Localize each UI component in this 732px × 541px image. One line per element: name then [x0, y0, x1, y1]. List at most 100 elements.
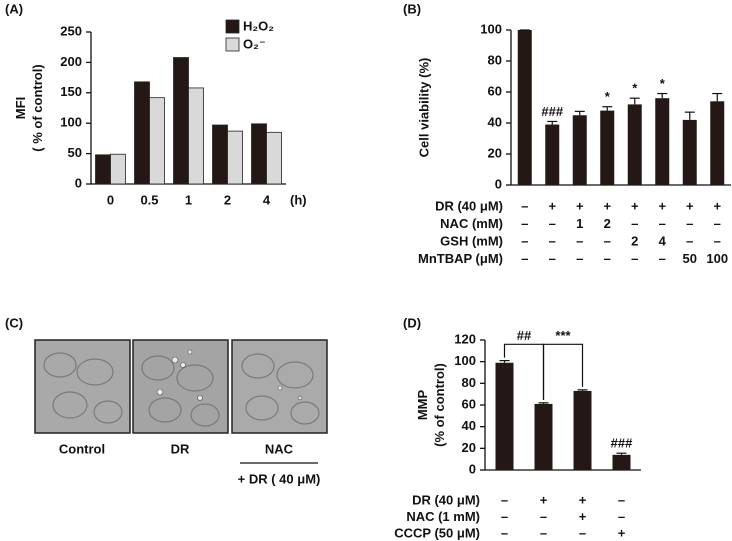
- y-tick-label: 200: [60, 54, 82, 69]
- condition-label: CCCP (50 μM): [394, 525, 480, 540]
- y-tick-label: 20: [462, 440, 476, 455]
- condition-value: –: [549, 216, 556, 231]
- condition-value: –: [521, 216, 528, 231]
- condition-value: –: [576, 251, 583, 266]
- condition-label: DR (40 μM): [435, 198, 503, 213]
- panel-label: (C): [5, 315, 23, 330]
- bar: [95, 154, 111, 185]
- condition-value: –: [501, 492, 508, 507]
- bar: [682, 119, 697, 185]
- condition-value: –: [659, 216, 666, 231]
- condition-value: –: [714, 216, 721, 231]
- condition-value: –: [631, 251, 638, 266]
- y-axis-label: Cell viability (%): [416, 58, 431, 158]
- condition-value: +: [579, 492, 587, 507]
- condition-value: 100: [706, 251, 728, 266]
- condition-value: +: [576, 198, 584, 213]
- y-tick-label: 250: [60, 23, 82, 38]
- condition-value: 2: [631, 233, 638, 248]
- legend-swatch: [225, 37, 240, 52]
- condition-value: +: [713, 198, 721, 213]
- bar: [534, 403, 553, 470]
- bar: [517, 30, 532, 185]
- condition-value: –: [521, 233, 528, 248]
- y-tick-label: 100: [60, 115, 82, 130]
- y-tick-label: 120: [454, 331, 476, 346]
- condition-value: +: [618, 525, 626, 540]
- condition-value: +: [579, 509, 587, 524]
- x-tick-label: 2: [224, 192, 231, 207]
- bar: [134, 81, 150, 185]
- y-tick-label: 0: [469, 461, 476, 476]
- y-axis-label: MMP: [415, 390, 430, 421]
- comparison-label: ##: [517, 328, 532, 343]
- bar: [600, 110, 615, 185]
- condition-value: –: [501, 509, 508, 524]
- panel-label: (D): [403, 315, 421, 330]
- cell-outlines: [43, 352, 320, 427]
- legend-swatch: [225, 19, 240, 34]
- significance-mark: ###: [611, 436, 633, 451]
- bar: [612, 454, 631, 470]
- condition-value: –: [618, 492, 625, 507]
- significance-mark: *: [660, 76, 666, 91]
- y-tick-label: 80: [488, 52, 502, 67]
- condition-value: +: [686, 198, 694, 213]
- x-tick-label: 0.5: [140, 192, 158, 207]
- image-caption: + DR ( 40 μM): [238, 471, 321, 486]
- condition-value: –: [631, 216, 638, 231]
- image-caption: Control: [59, 441, 105, 456]
- condition-value: –: [604, 233, 611, 248]
- bar: [188, 87, 204, 185]
- x-tick-label: 1: [185, 192, 192, 207]
- condition-value: –: [686, 216, 693, 231]
- significance-mark: ###: [541, 104, 563, 119]
- x-tick-label: 4: [263, 192, 271, 207]
- y-tick-label: 50: [68, 145, 82, 160]
- condition-label: NAC (1 mM): [406, 509, 480, 524]
- bar: [266, 131, 282, 185]
- condition-value: +: [548, 198, 556, 213]
- bar: [627, 104, 642, 185]
- vacuoles: [156, 349, 303, 401]
- y-tick-label: 100: [480, 21, 502, 36]
- micrographs: [34, 339, 328, 434]
- bar: [573, 390, 592, 470]
- condition-value: +: [631, 198, 639, 213]
- condition-value: 2: [604, 216, 611, 231]
- legend-label: O₂⁻: [243, 36, 266, 51]
- condition-label: MnTBAP (μM): [418, 251, 503, 266]
- condition-value: –: [549, 251, 556, 266]
- panel-label: (A): [5, 1, 23, 16]
- y-axis-label: ( % of control): [30, 64, 45, 151]
- y-tick-label: 150: [60, 84, 82, 99]
- condition-label: GSH (mM): [440, 233, 503, 248]
- condition-value: –: [540, 525, 547, 540]
- x-tick-label: 0: [107, 192, 114, 207]
- image-control: [34, 339, 131, 434]
- y-axis-label: (% of control): [432, 363, 447, 447]
- bar: [710, 101, 725, 185]
- y-axis-label: MFI: [13, 97, 28, 119]
- condition-value: –: [618, 509, 625, 524]
- condition-value: –: [521, 198, 528, 213]
- condition-value: 4: [659, 233, 667, 248]
- bar: [212, 124, 228, 185]
- y-tick-label: 40: [462, 418, 476, 433]
- condition-value: –: [604, 251, 611, 266]
- condition-value: 1: [576, 216, 583, 231]
- comparison-label: ***: [555, 328, 571, 343]
- y-tick-label: 60: [488, 83, 502, 98]
- bar: [655, 98, 670, 185]
- y-tick-label: 60: [462, 396, 476, 411]
- image-caption: DR: [171, 441, 190, 456]
- condition-value: –: [540, 509, 547, 524]
- y-tick-label: 80: [462, 375, 476, 390]
- bar: [227, 130, 243, 185]
- bar: [251, 123, 267, 185]
- condition-value: –: [501, 525, 508, 540]
- condition-value: –: [549, 233, 556, 248]
- condition-value: +: [603, 198, 611, 213]
- significance-mark: *: [605, 89, 611, 104]
- y-tick-label: 20: [488, 145, 502, 160]
